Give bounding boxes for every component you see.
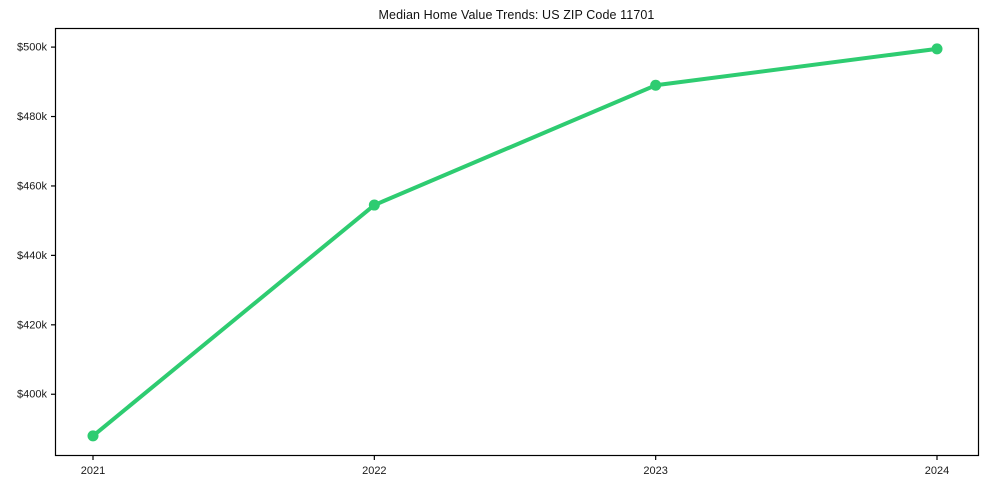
y-tick-label: $460k — [17, 180, 47, 192]
data-point-2023 — [650, 79, 662, 91]
plot-border — [54, 27, 980, 457]
y-tick-label: $480k — [17, 111, 47, 123]
data-point-2021 — [87, 430, 99, 442]
y-tick-label: $420k — [17, 319, 47, 331]
x-tick-label: 2024 — [925, 465, 949, 477]
data-point-2024 — [931, 43, 943, 55]
chart-title: Median Home Value Trends: US ZIP Code 11… — [378, 8, 655, 22]
data-point-2022 — [368, 199, 380, 211]
x-tick-label: 2021 — [81, 465, 105, 477]
x-tick-label: 2023 — [643, 465, 667, 477]
x-tick-label: 2022 — [362, 465, 386, 477]
y-tick-label: $440k — [17, 250, 47, 262]
y-tick-label: $500k — [17, 42, 47, 54]
trend-line — [91, 46, 939, 438]
y-tick-label: $400k — [17, 389, 47, 401]
